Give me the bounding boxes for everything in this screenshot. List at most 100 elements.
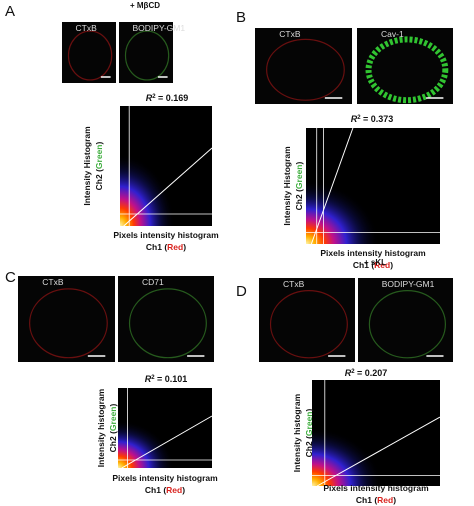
x-label-suffix: ) bbox=[393, 495, 396, 505]
micrograph bbox=[62, 22, 116, 83]
r-squared: R2 = 0.101 bbox=[145, 374, 188, 384]
panel: B CTxB Cav-1 R2 = 0.373 Pixels intensity his… bbox=[236, 9, 453, 270]
x-label-prefix: Ch1 ( bbox=[353, 260, 374, 270]
y-label: Intensity histogram bbox=[292, 393, 302, 472]
cell-outline bbox=[124, 30, 170, 81]
x-label-suffix: ) bbox=[390, 260, 393, 270]
panel: D + sKL CTxB BODIPY-GM1 R2 = 0.207 Pixels int… bbox=[236, 258, 453, 505]
regression-line bbox=[310, 127, 354, 245]
y-label-group: Intensity Histogram Ch2 (Green) bbox=[82, 126, 104, 206]
y-label-group: Intensity histogram Ch2 (Green) bbox=[292, 393, 314, 472]
y-label-prefix: Ch2 ( bbox=[108, 431, 118, 452]
panel: A + MβCD CTxB BODIPY-GM1 R2 = 0.169 Pixels in… bbox=[5, 1, 219, 252]
y-label-group: Intensity Histogram Ch2 (Green) bbox=[282, 146, 304, 226]
r-symbol: R bbox=[145, 374, 152, 384]
micrograph bbox=[358, 278, 453, 362]
cell-outline bbox=[365, 36, 449, 104]
image-label: CD71 bbox=[142, 277, 164, 287]
cell-outline bbox=[128, 288, 207, 359]
panel-label: A bbox=[5, 3, 15, 20]
r-squared: R2 = 0.373 bbox=[351, 114, 394, 124]
y-label-color: Green bbox=[108, 407, 118, 432]
y-label-prefix: Ch2 ( bbox=[94, 169, 104, 190]
x-label-color: Red bbox=[377, 495, 393, 505]
y-label-color: Green bbox=[304, 412, 314, 437]
scatter-density bbox=[120, 154, 176, 226]
y-label: Intensity histogram bbox=[96, 388, 106, 467]
r-value: = 0.101 bbox=[155, 374, 188, 384]
x-label-suffix: ) bbox=[183, 242, 186, 252]
r-squared: R2 = 0.207 bbox=[345, 368, 388, 378]
r-exponent: 2 bbox=[152, 94, 156, 100]
x-label: Pixels intensity histogram bbox=[320, 248, 426, 258]
image-label: BODIPY-GM1 bbox=[382, 279, 435, 289]
r-squared: R2 = 0.169 bbox=[146, 93, 189, 103]
r-value: = 0.169 bbox=[156, 93, 189, 103]
r-value: = 0.373 bbox=[361, 114, 394, 124]
y-label-group: Intensity histogram Ch2 (Green) bbox=[96, 388, 118, 467]
panel-label: D bbox=[236, 283, 247, 300]
r-symbol: R bbox=[146, 93, 153, 103]
x-label-color: Red bbox=[374, 260, 390, 270]
y-label-prefix: Ch2 ( bbox=[304, 436, 314, 457]
image-label: CTxB bbox=[279, 29, 301, 39]
x-label-channel: Ch1 (Red) bbox=[146, 242, 186, 252]
r-symbol: R bbox=[351, 114, 358, 124]
y-label: Intensity Histogram bbox=[282, 146, 292, 226]
x-label: Pixels intensity histogram bbox=[323, 483, 429, 493]
micrograph bbox=[259, 278, 355, 362]
y-label-channel: Ch2 (Green) bbox=[108, 404, 118, 453]
regression-line bbox=[123, 147, 213, 227]
image-label: CTxB bbox=[283, 279, 305, 289]
micrograph bbox=[118, 276, 214, 362]
y-label-channel: Ch2 (Green) bbox=[304, 409, 314, 458]
y-label-suffix: ) bbox=[108, 404, 118, 407]
x-label-channel: Ch1 (Red) bbox=[356, 495, 396, 505]
y-label-suffix: ) bbox=[94, 142, 104, 145]
x-label-prefix: Ch1 ( bbox=[146, 242, 167, 252]
scatter-density bbox=[118, 420, 175, 468]
cell-outline bbox=[266, 38, 345, 101]
x-label-color: Red bbox=[166, 485, 182, 495]
x-label-color: Red bbox=[167, 242, 183, 252]
image-label: CTxB bbox=[42, 277, 64, 287]
image-label: BODIPY-GM1 bbox=[133, 23, 186, 33]
x-label-prefix: Ch1 ( bbox=[145, 485, 166, 495]
x-label: Pixels intensity histogram bbox=[112, 473, 218, 483]
regression-line bbox=[316, 416, 441, 487]
x-label-channel: Ch1 (Red) bbox=[353, 260, 393, 270]
x-label-suffix: ) bbox=[182, 485, 185, 495]
micrograph bbox=[255, 28, 352, 104]
image-label: CTxB bbox=[76, 23, 98, 33]
micrograph bbox=[119, 22, 173, 83]
panel-label: C bbox=[5, 269, 16, 286]
cell-outline bbox=[67, 30, 113, 81]
r-symbol: R bbox=[345, 368, 352, 378]
cell-outline bbox=[368, 290, 446, 359]
regression-line bbox=[121, 415, 213, 469]
y-label-suffix: ) bbox=[294, 162, 304, 165]
y-label-prefix: Ch2 ( bbox=[294, 189, 304, 210]
treatment: + MβCD bbox=[130, 1, 160, 10]
y-label-suffix: ) bbox=[304, 409, 314, 412]
x-label-prefix: Ch1 ( bbox=[356, 495, 377, 505]
cell-outline bbox=[29, 288, 108, 359]
y-label-channel: Ch2 (Green) bbox=[94, 142, 104, 191]
y-label-color: Green bbox=[94, 145, 104, 170]
panel: C CTxB CD71 R2 = 0.101 Pixels intensity hist… bbox=[5, 269, 218, 495]
cell-outline bbox=[269, 290, 348, 359]
treatment: + sKL bbox=[364, 258, 386, 267]
r-exponent: 2 bbox=[151, 375, 155, 381]
r-value: = 0.207 bbox=[355, 368, 388, 378]
y-label-color: Green bbox=[294, 165, 304, 190]
scatter-density bbox=[312, 427, 383, 486]
r-exponent: 2 bbox=[351, 369, 355, 375]
y-label: Intensity Histogram bbox=[82, 126, 92, 206]
r-exponent: 2 bbox=[357, 115, 361, 121]
scatter-density bbox=[306, 180, 380, 244]
y-label-channel: Ch2 (Green) bbox=[294, 162, 304, 211]
image-label: Cav-1 bbox=[381, 29, 404, 39]
x-label-channel: Ch1 (Red) bbox=[145, 485, 185, 495]
micrograph bbox=[18, 276, 115, 362]
